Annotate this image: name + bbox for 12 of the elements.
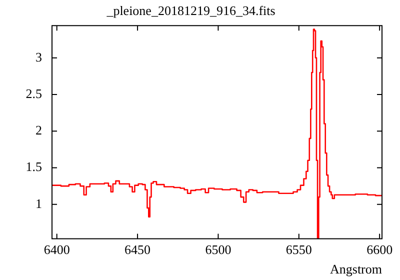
y-tick-label: 1 [36,196,42,211]
y-tick-label: 2 [36,122,42,138]
x-tick-label: 6500 [205,242,232,258]
y-tick-label: 2.5 [26,86,42,101]
x-tick-label: 6400 [44,242,70,258]
y-tick-label: 1.5 [26,159,42,174]
y-tick-label: 3 [36,49,42,64]
x-tick-label: 6450 [124,242,151,258]
chart-title: _pleione_20181219_916_34.fits [106,3,276,18]
x-tick-label: 6600 [366,242,393,258]
x-axis-title: Angstrom [330,262,382,277]
x-tick-label: 6550 [286,242,312,258]
